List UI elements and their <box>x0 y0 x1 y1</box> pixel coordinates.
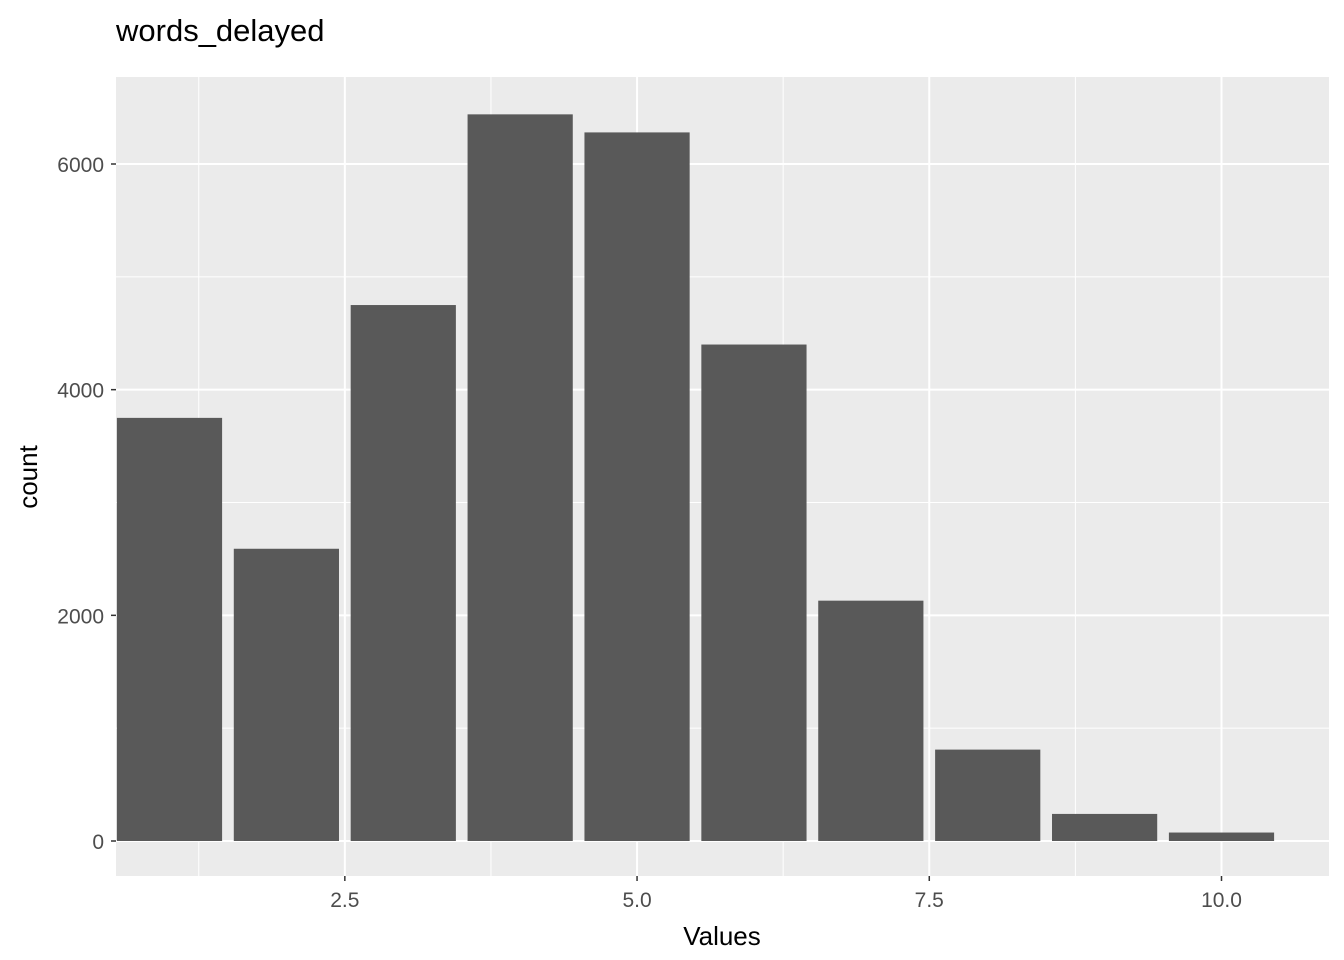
bar <box>116 417 223 841</box>
bar <box>935 749 1041 841</box>
bar <box>701 344 807 841</box>
y-tick-label: 2000 <box>57 605 104 628</box>
x-tick-label: 2.5 <box>330 889 359 912</box>
x-axis-title: Values <box>683 921 761 951</box>
y-axis-title: count <box>13 444 43 508</box>
y-tick-label: 6000 <box>57 154 104 177</box>
x-tick-label: 7.5 <box>915 889 944 912</box>
x-axis-ticks: 2.5 5.0 7.5 10.0 <box>330 876 1242 912</box>
y-tick-label: 4000 <box>57 380 104 403</box>
y-axis-ticks: 0 2000 4000 6000 <box>57 154 116 854</box>
x-tick-label: 5.0 <box>622 889 651 912</box>
bar <box>350 305 456 842</box>
y-tick-label: 0 <box>92 831 104 854</box>
bar <box>467 114 573 841</box>
bar <box>233 548 339 841</box>
bar <box>584 132 690 841</box>
bar <box>818 600 924 841</box>
bar <box>1168 832 1275 841</box>
bar <box>1052 813 1158 841</box>
chart-title: words_delayed <box>115 13 325 48</box>
bars <box>116 114 1275 842</box>
x-tick-label: 10.0 <box>1201 889 1242 912</box>
